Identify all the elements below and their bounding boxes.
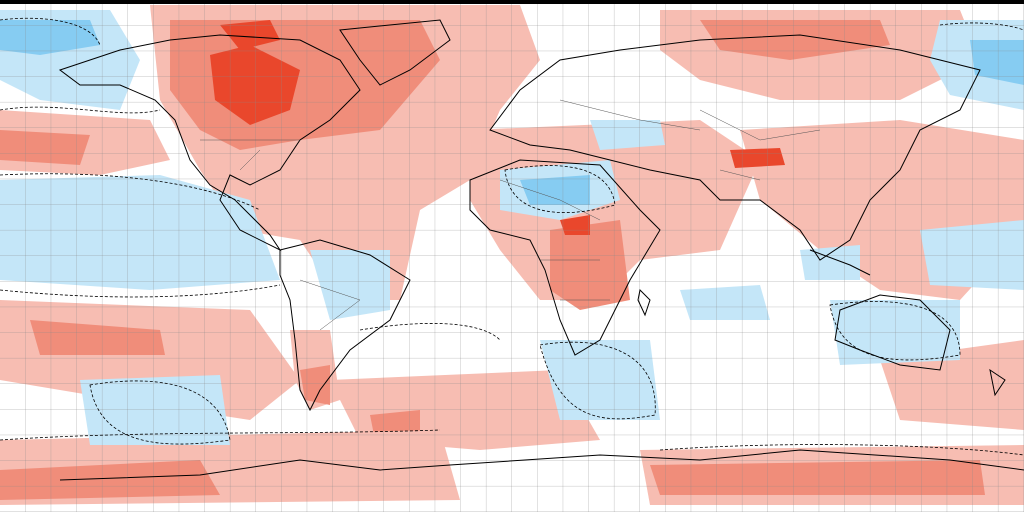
zero-contours (0, 17, 1024, 456)
borders (200, 99, 821, 331)
coastlines (58, 19, 1024, 481)
top-edge (0, 0, 1024, 4)
